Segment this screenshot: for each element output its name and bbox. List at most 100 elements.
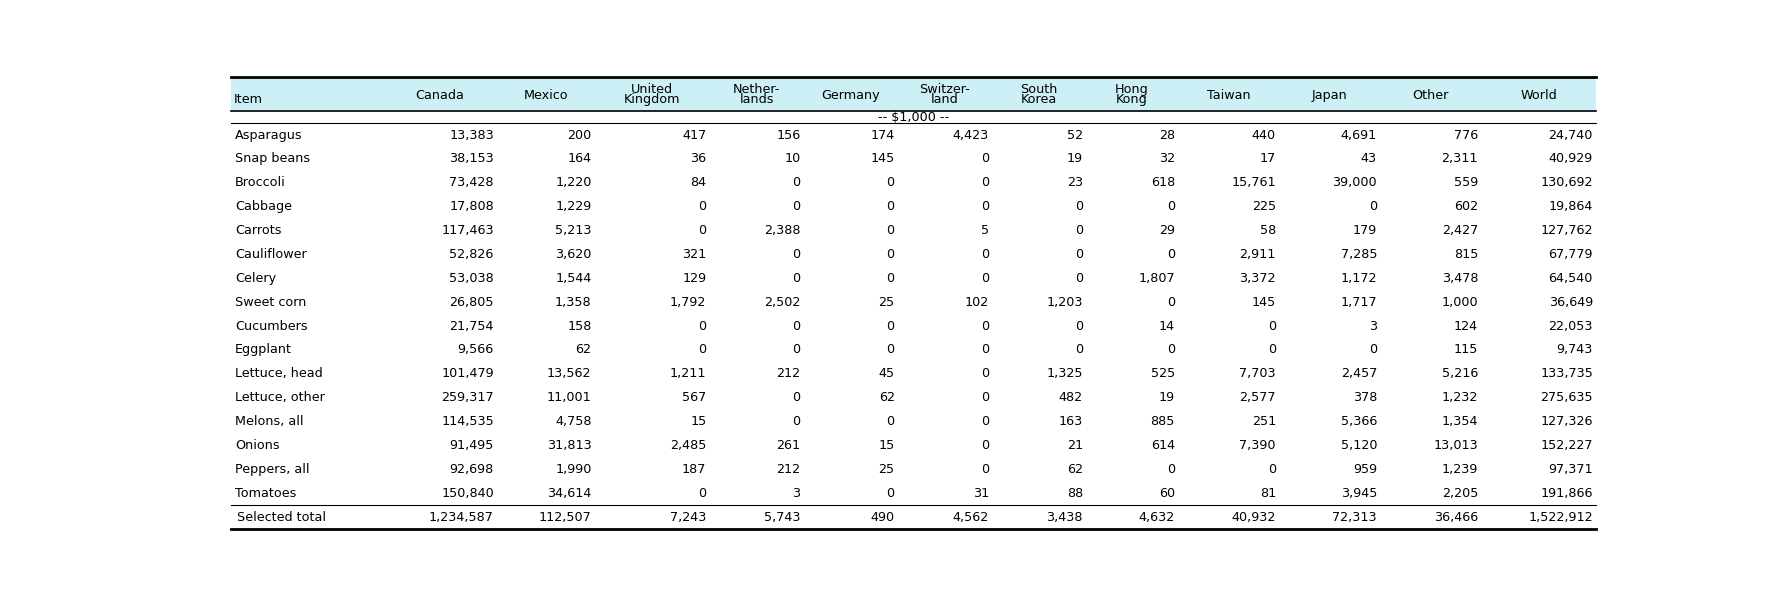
Text: Taiwan: Taiwan [1206,89,1251,102]
Text: 4,758: 4,758 [554,415,592,428]
Text: 0: 0 [887,272,895,285]
Text: 1,203: 1,203 [1046,295,1083,309]
Text: 1,234,587: 1,234,587 [429,511,494,523]
Text: 440: 440 [1251,128,1276,142]
Text: Kingdom: Kingdom [624,93,681,106]
Text: 0: 0 [699,344,706,356]
Text: 0: 0 [980,439,989,452]
Text: 64,540: 64,540 [1549,272,1593,285]
Text: Japan: Japan [1312,89,1347,102]
Text: 145: 145 [870,153,895,165]
Text: 200: 200 [567,128,592,142]
Text: 0: 0 [1267,463,1276,476]
Text: 179: 179 [1353,224,1377,237]
Text: 1,229: 1,229 [556,200,592,213]
Text: 0: 0 [793,200,800,213]
Text: 212: 212 [777,367,800,380]
Text: 959: 959 [1353,463,1377,476]
Text: 3,438: 3,438 [1046,511,1083,523]
Text: 1,990: 1,990 [556,463,592,476]
Text: 17,808: 17,808 [449,200,494,213]
Text: 24,740: 24,740 [1549,128,1593,142]
Text: 2,205: 2,205 [1442,487,1477,500]
Text: 62: 62 [576,344,592,356]
Text: 559: 559 [1454,176,1477,189]
Text: 130,692: 130,692 [1540,176,1593,189]
Text: 0: 0 [1167,248,1174,261]
Text: 0: 0 [1167,463,1174,476]
Text: 10: 10 [784,153,800,165]
Text: 614: 614 [1151,439,1174,452]
Text: 112,507: 112,507 [538,511,592,523]
Text: 2,577: 2,577 [1240,391,1276,404]
Text: 163: 163 [1059,415,1083,428]
Text: 62: 62 [879,391,895,404]
Text: Lettuce, head: Lettuce, head [235,367,323,380]
Text: 152,227: 152,227 [1540,439,1593,452]
Text: Peppers, all: Peppers, all [235,463,310,476]
Text: 91,495: 91,495 [449,439,494,452]
Text: 1,000: 1,000 [1442,295,1477,309]
Text: 0: 0 [887,344,895,356]
Text: 145: 145 [1251,295,1276,309]
Text: 251: 251 [1251,415,1276,428]
Text: 13,562: 13,562 [547,367,592,380]
Text: 15: 15 [879,439,895,452]
Text: 25: 25 [879,295,895,309]
Text: 0: 0 [1369,200,1377,213]
Text: 3,478: 3,478 [1442,272,1477,285]
Text: 17: 17 [1260,153,1276,165]
Text: 417: 417 [683,128,706,142]
Text: 0: 0 [1075,224,1083,237]
Text: 28: 28 [1158,128,1174,142]
Text: 4,562: 4,562 [953,511,989,523]
Text: 158: 158 [567,320,592,333]
Text: 0: 0 [887,224,895,237]
Text: 0: 0 [1075,320,1083,333]
Text: 32: 32 [1158,153,1174,165]
Text: 0: 0 [793,272,800,285]
Text: 0: 0 [1075,248,1083,261]
Text: 34,614: 34,614 [547,487,592,500]
Text: 156: 156 [777,128,800,142]
Text: 31,813: 31,813 [547,439,592,452]
Text: 261: 261 [777,439,800,452]
Text: 2,388: 2,388 [764,224,800,237]
Text: 0: 0 [1267,320,1276,333]
Text: 212: 212 [777,463,800,476]
Text: 1,792: 1,792 [670,295,706,309]
Text: 2,311: 2,311 [1442,153,1477,165]
Text: 0: 0 [1167,200,1174,213]
Text: 187: 187 [683,463,706,476]
Text: 19,864: 19,864 [1549,200,1593,213]
Text: 0: 0 [793,248,800,261]
Text: 39,000: 39,000 [1333,176,1377,189]
Text: 62: 62 [1067,463,1083,476]
Text: 7,390: 7,390 [1240,439,1276,452]
Text: 0: 0 [699,487,706,500]
Bar [230,77,1597,111]
Text: 0: 0 [887,415,895,428]
Text: 115: 115 [1454,344,1477,356]
Text: 1,325: 1,325 [1046,367,1083,380]
Text: 0: 0 [980,272,989,285]
Text: 0: 0 [793,320,800,333]
Text: 2,911: 2,911 [1240,248,1276,261]
Text: 36: 36 [690,153,706,165]
Text: 1,232: 1,232 [1442,391,1477,404]
Text: 7,243: 7,243 [670,511,706,523]
Text: 40,929: 40,929 [1549,153,1593,165]
Text: 25: 25 [879,463,895,476]
Text: 7,285: 7,285 [1340,248,1377,261]
Text: 567: 567 [683,391,706,404]
Text: Tomatoes: Tomatoes [235,487,296,500]
Text: lands: lands [740,93,773,106]
Text: 0: 0 [793,176,800,189]
Text: 114,535: 114,535 [442,415,494,428]
Text: 3,945: 3,945 [1340,487,1377,500]
Text: 0: 0 [699,224,706,237]
Text: Item: Item [233,93,262,106]
Text: Hong: Hong [1116,83,1149,96]
Text: 164: 164 [567,153,592,165]
Text: Cauliflower: Cauliflower [235,248,307,261]
